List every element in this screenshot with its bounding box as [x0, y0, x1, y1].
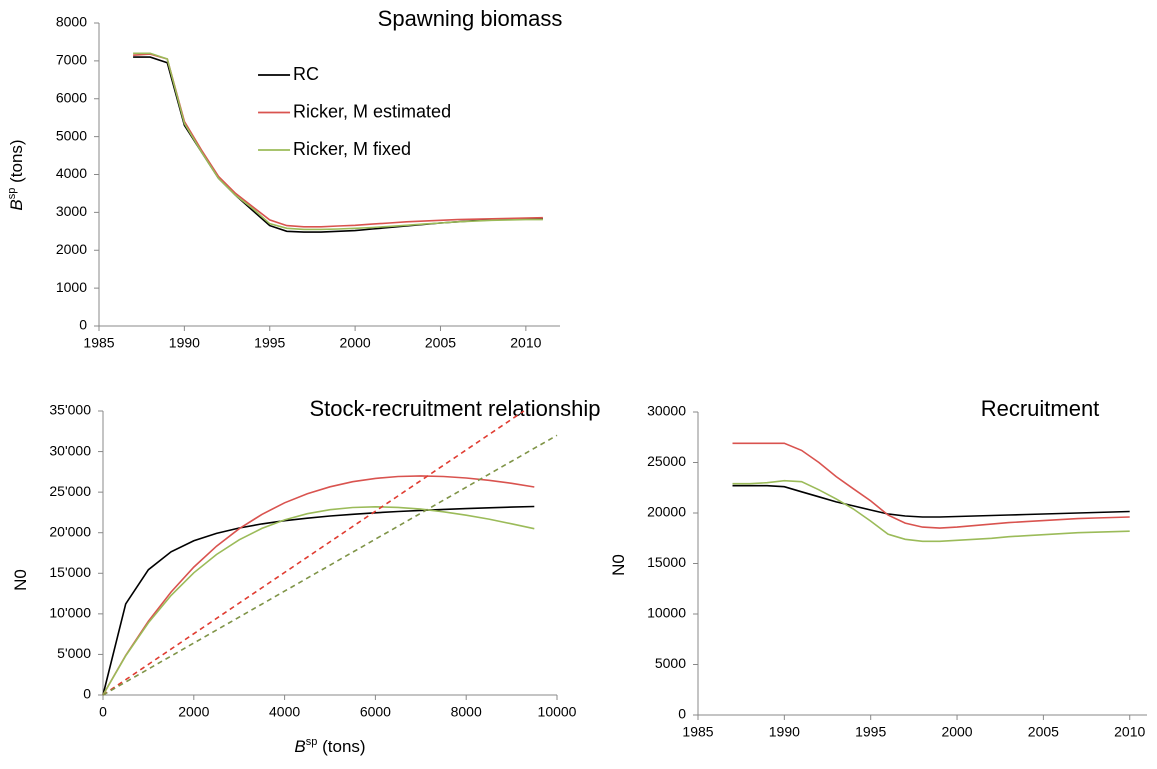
y-tick-label: 0	[79, 317, 87, 333]
y-tick-label: 30'000	[49, 442, 91, 458]
y-tick-label: 7000	[56, 52, 87, 68]
x-axis-label: Bsp (tons)	[294, 736, 365, 757]
chart-title: Stock-recruitment relationship	[309, 396, 600, 421]
x-tick-label: 8000	[451, 704, 482, 720]
line-series	[732, 484, 1130, 518]
line-series	[102, 505, 535, 696]
y-axis-label-part: B	[7, 199, 26, 210]
y-tick-label: 2000	[56, 241, 87, 257]
x-tick-label: 1995	[855, 724, 886, 740]
y-axis-label-part: (tons)	[7, 139, 26, 187]
y-tick-label: 20000	[647, 504, 686, 520]
line-series	[102, 410, 525, 696]
y-tick-label: 25'000	[49, 483, 91, 499]
x-tick-label: 2010	[510, 335, 541, 351]
y-tick-label: 8000	[56, 14, 87, 30]
x-tick-label: 1990	[769, 724, 800, 740]
y-axis-label-part: N0	[11, 569, 30, 591]
y-tick-label: 1000	[56, 279, 87, 295]
y-tick-label: 25000	[647, 453, 686, 469]
y-tick-label: 30000	[647, 403, 686, 419]
x-axis-label-part: B	[294, 737, 305, 756]
line-series	[133, 53, 543, 228]
y-tick-label: 35'000	[49, 402, 91, 418]
y-axis-label: N0	[609, 554, 628, 576]
y-tick-label: 5000	[56, 127, 87, 143]
legend-label: Ricker, M estimated	[293, 101, 451, 121]
y-tick-label: 0	[678, 706, 686, 722]
y-axis-label: Bsp (tons)	[6, 139, 27, 210]
x-tick-label: 2005	[425, 335, 456, 351]
y-tick-label: 4000	[56, 165, 87, 181]
line-series	[102, 434, 558, 696]
x-tick-label: 2000	[340, 335, 371, 351]
x-tick-label: 2000	[941, 724, 972, 740]
x-tick-label: 10000	[538, 704, 577, 720]
x-axis-label-part: (tons)	[317, 737, 365, 756]
y-tick-label: 6000	[56, 89, 87, 105]
y-tick-label: 3000	[56, 203, 87, 219]
line-series	[102, 475, 535, 696]
line-series	[732, 479, 1130, 543]
y-tick-label: 15000	[647, 554, 686, 570]
chart-title: Recruitment	[981, 396, 1100, 421]
y-tick-label: 10000	[647, 605, 686, 621]
y-axis-label-part: N0	[609, 554, 628, 576]
line-series	[133, 52, 543, 231]
x-tick-label: 1990	[169, 335, 200, 351]
y-tick-label: 15'000	[49, 564, 91, 580]
x-tick-label: 1985	[682, 724, 713, 740]
x-tick-label: 1995	[254, 335, 285, 351]
y-tick-label: 5000	[655, 655, 686, 671]
x-axis-label-part: sp	[306, 736, 318, 748]
x-tick-label: 2010	[1114, 724, 1145, 740]
line-series	[102, 505, 535, 696]
y-tick-label: 0	[83, 686, 91, 702]
x-tick-label: 2000	[178, 704, 209, 720]
x-tick-label: 6000	[360, 704, 391, 720]
line-series	[732, 442, 1130, 529]
x-tick-label: 4000	[269, 704, 300, 720]
x-tick-label: 0	[99, 704, 107, 720]
y-tick-label: 20'000	[49, 523, 91, 539]
y-axis-label-part: sp	[6, 188, 18, 200]
legend-label: Ricker, M fixed	[293, 139, 411, 159]
legend-label: RC	[293, 64, 319, 84]
y-tick-label: 10'000	[49, 605, 91, 621]
chart-title: Spawning biomass	[378, 6, 563, 31]
y-axis-label: N0	[11, 569, 30, 591]
y-tick-label: 5'000	[57, 645, 91, 661]
x-tick-label: 2005	[1028, 724, 1059, 740]
x-tick-label: 1985	[83, 335, 114, 351]
